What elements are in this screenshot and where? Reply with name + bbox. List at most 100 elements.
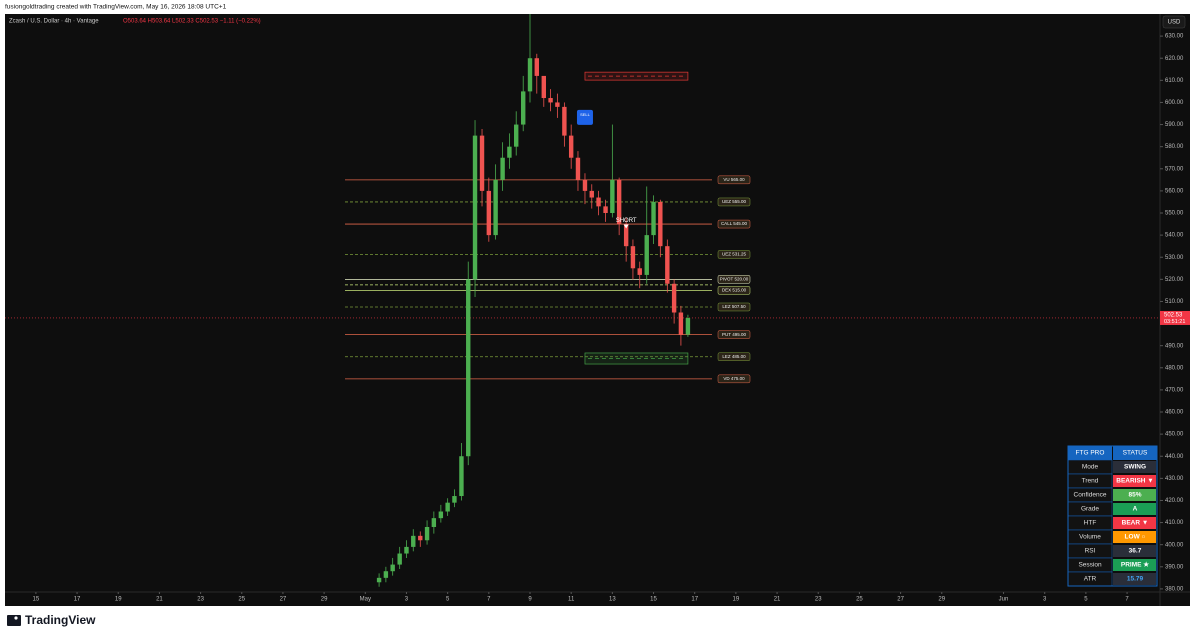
candle-body: [445, 502, 450, 512]
table-status: BEAR ▼: [1122, 520, 1149, 527]
y-tick-label: 400.00: [1165, 542, 1184, 548]
level-tag: [717, 352, 751, 361]
y-tick-label: 590.00: [1165, 122, 1184, 128]
chart-bg: [5, 14, 1190, 606]
level-label: DEX 515.00: [722, 288, 747, 293]
candle-body: [438, 511, 444, 519]
candle-body: [548, 98, 553, 103]
x-tick-label: May: [360, 597, 371, 603]
table-header-cell: [1113, 446, 1157, 460]
level-tag: [717, 286, 751, 295]
candle-body: [658, 201, 663, 247]
x-tick-label: 15: [650, 597, 657, 603]
table-status-cell: [1113, 461, 1156, 473]
table-label: Mode: [1082, 464, 1099, 471]
level-label: UEZ 555.00: [722, 199, 747, 204]
y-tick-label: 410.00: [1165, 520, 1184, 526]
x-tick-label: 7: [1125, 597, 1129, 603]
candle-body: [527, 58, 533, 92]
zone: [584, 71, 689, 81]
logo-text: TradingView: [25, 613, 96, 627]
level-tag: [717, 374, 751, 384]
level-tag: [717, 302, 751, 312]
y-tick-label: 480.00: [1165, 365, 1184, 371]
level-label: VU 565.00: [723, 177, 745, 182]
x-tick-label: 3: [405, 597, 409, 603]
y-tick-label: 630.00: [1165, 34, 1184, 40]
level-label: LEZ 485.00: [722, 354, 746, 359]
candle-body: [541, 75, 546, 99]
y-tick-label: 390.00: [1165, 564, 1184, 570]
ohlc-legend: O503.64 H503.64 L502.33 C502.53 −1.11 (−…: [123, 19, 261, 25]
countdown-label: 03:51:21: [1164, 319, 1185, 325]
y-tick-label: 450.00: [1165, 432, 1184, 438]
x-tick-label: 9: [528, 597, 532, 603]
x-tick-label: 15: [33, 597, 40, 603]
candle-body: [486, 190, 492, 236]
candle-body: [459, 456, 464, 497]
candle-body: [424, 526, 430, 541]
candle-body: [671, 283, 677, 313]
candle-body: [390, 564, 395, 572]
table-status: 85%: [1128, 492, 1141, 499]
x-tick-label: 3: [1043, 597, 1047, 603]
x-tick-label: 29: [938, 597, 945, 603]
x-tick-label: 21: [156, 597, 163, 603]
header-text: fusiongoldtrading created with TradingVi…: [5, 4, 227, 11]
x-tick-label: 7: [487, 597, 491, 603]
table-status: 15.79: [1127, 576, 1144, 583]
table-status: 36.7: [1129, 548, 1142, 555]
candle-body: [651, 201, 656, 236]
y-tick-label: 560.00: [1165, 188, 1184, 194]
y-tick-label: 540.00: [1165, 233, 1184, 239]
candle-body: [431, 518, 437, 527]
candle-body: [678, 312, 684, 335]
candle-body: [562, 106, 567, 136]
level-tag: [717, 197, 751, 207]
x-tick-label: 23: [815, 597, 822, 603]
y-tick-label: 430.00: [1165, 476, 1184, 482]
table-label: Confidence: [1074, 492, 1107, 499]
y-tick-label: 420.00: [1165, 498, 1184, 504]
table-header-cell: [1068, 446, 1112, 460]
y-tick-label: 380.00: [1165, 586, 1184, 592]
table-status-cell: [1113, 545, 1156, 557]
candle-body: [637, 268, 642, 275]
table-status-cell: [1113, 573, 1156, 585]
candle-body: [665, 246, 670, 284]
table-label: RSI: [1085, 548, 1096, 555]
candle-body: [507, 146, 512, 158]
logo-dot: [14, 616, 18, 620]
table-status: A: [1133, 506, 1138, 513]
signal-text: SHORT: [616, 218, 637, 224]
candle-body: [500, 157, 505, 180]
x-tick-label: 17: [74, 597, 81, 603]
level-tag: [717, 175, 751, 185]
candle-body: [418, 535, 423, 541]
symbol-legend: Zcash / U.S. Dollar · 4h · Vantage: [9, 19, 99, 25]
level-tag: [717, 219, 751, 229]
candle-body: [521, 91, 526, 125]
x-tick-label: Jun: [999, 597, 1009, 603]
currency: USD: [1168, 20, 1181, 26]
last-price-label: 502.53: [1164, 313, 1183, 319]
candle-body: [514, 124, 519, 147]
x-tick-label: 17: [691, 597, 698, 603]
candle-body: [411, 535, 416, 547]
table-label: Grade: [1081, 506, 1099, 513]
table-status: BEARISH ▼: [1116, 478, 1154, 485]
x-tick-label: 25: [238, 597, 245, 603]
x-tick-label: 25: [856, 597, 863, 603]
currency-badge[interactable]: [1162, 15, 1186, 29]
table-status-cell: [1113, 475, 1156, 487]
table-label: HTF: [1084, 520, 1097, 527]
candle-body: [397, 553, 402, 565]
candle-body: [644, 235, 649, 275]
x-tick-label: 23: [197, 597, 204, 603]
candle-body: [472, 135, 478, 280]
x-tick-label: 27: [897, 597, 904, 603]
level-tag: [717, 275, 751, 284]
y-tick-label: 620.00: [1165, 56, 1184, 62]
candle-body: [685, 317, 691, 335]
